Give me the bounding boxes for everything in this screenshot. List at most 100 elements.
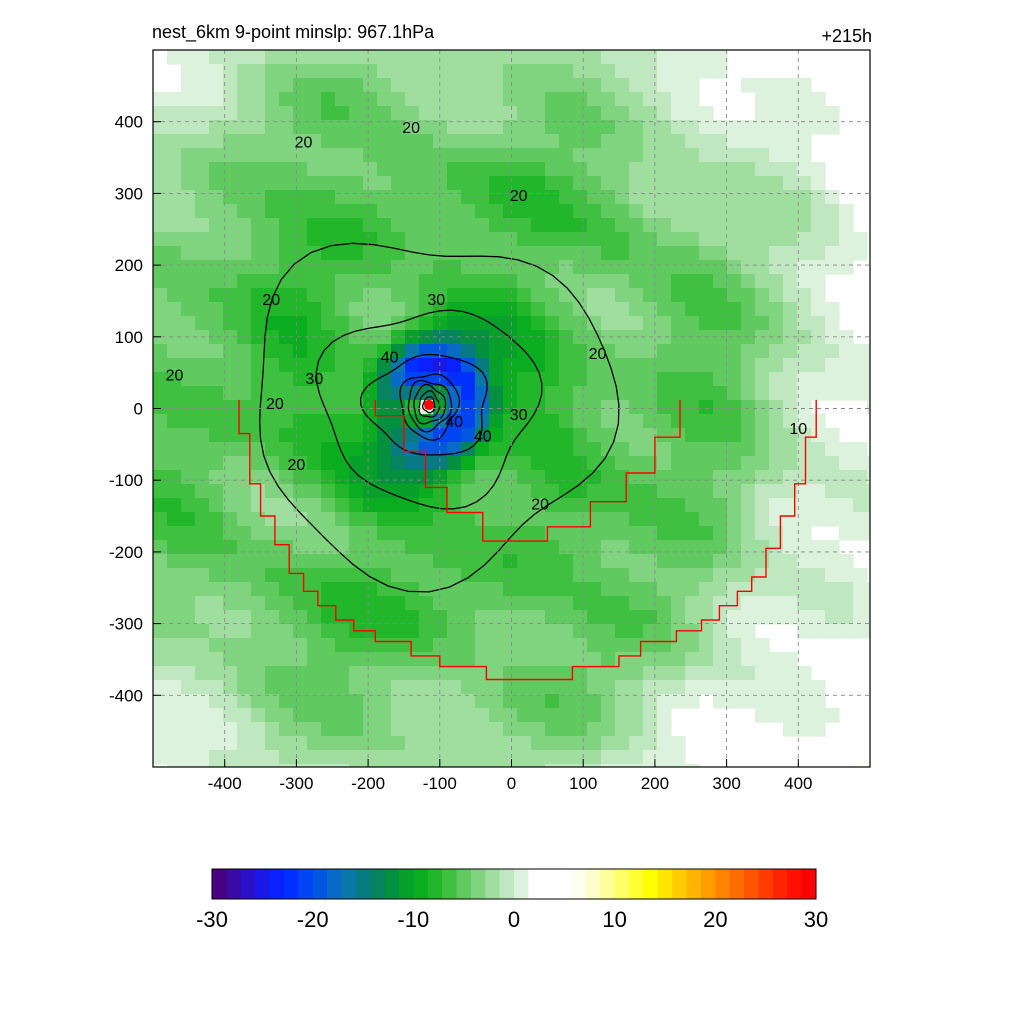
field-cell	[545, 498, 560, 513]
field-cell	[629, 708, 644, 723]
field-cell	[573, 540, 588, 555]
field-cell	[615, 722, 630, 737]
field-cell	[601, 274, 616, 289]
field-cell	[643, 680, 658, 695]
field-cell	[209, 554, 224, 569]
field-cell	[587, 386, 602, 401]
field-cell	[405, 736, 420, 751]
field-cell	[671, 414, 686, 429]
field-cell	[181, 736, 196, 751]
field-cell	[657, 176, 672, 191]
field-cell	[517, 456, 532, 471]
field-cell	[783, 414, 798, 429]
field-cell	[349, 260, 364, 275]
field-cell	[559, 288, 574, 303]
field-cell	[699, 204, 714, 219]
field-cell	[335, 148, 350, 163]
field-cell	[615, 330, 630, 345]
field-cell	[363, 302, 378, 317]
field-cell	[363, 204, 378, 219]
field-cell	[685, 638, 700, 653]
field-cell	[503, 526, 518, 541]
field-cell	[531, 456, 546, 471]
field-cell	[363, 666, 378, 681]
field-cell	[475, 470, 490, 485]
field-cell	[349, 344, 364, 359]
field-cell	[629, 302, 644, 317]
field-cell	[573, 694, 588, 709]
field-cell	[363, 106, 378, 121]
field-cell	[643, 106, 658, 121]
field-cell	[377, 708, 392, 723]
field-cell	[629, 92, 644, 107]
field-cell	[279, 680, 294, 695]
contour-line	[259, 242, 620, 593]
field-cell	[293, 176, 308, 191]
field-cell	[783, 344, 798, 359]
field-cell	[377, 148, 392, 163]
field-cell	[587, 694, 602, 709]
field-cell	[279, 694, 294, 709]
field-cell	[447, 204, 462, 219]
field-cell	[405, 638, 420, 653]
field-cell	[601, 540, 616, 555]
field-cell	[503, 456, 518, 471]
field-cell	[293, 148, 308, 163]
field-cell	[321, 288, 336, 303]
field-cell	[265, 722, 280, 737]
field-cell	[433, 162, 448, 177]
field-cell	[559, 190, 574, 205]
field-cell	[741, 666, 756, 681]
field-cell	[349, 302, 364, 317]
field-cell	[825, 498, 840, 513]
field-cell	[461, 610, 476, 625]
field-cell	[713, 330, 728, 345]
field-cell	[153, 638, 168, 653]
field-cell	[237, 232, 252, 247]
field-cell	[433, 302, 448, 317]
field-cell	[713, 288, 728, 303]
field-cell	[181, 666, 196, 681]
field-cell	[321, 484, 336, 499]
field-cell	[517, 120, 532, 135]
field-cell	[825, 568, 840, 583]
field-cell	[447, 736, 462, 751]
field-cell	[167, 50, 182, 65]
field-cell	[713, 498, 728, 513]
field-cell	[517, 680, 532, 695]
field-cell	[461, 554, 476, 569]
field-cell	[279, 288, 294, 303]
field-cell	[307, 302, 322, 317]
field-cell	[153, 484, 168, 499]
field-cell	[825, 106, 840, 121]
field-cell	[405, 344, 420, 359]
field-cell	[307, 456, 322, 471]
field-cell	[433, 246, 448, 261]
field-cell	[349, 92, 364, 107]
field-cell	[237, 428, 252, 443]
field-cell	[489, 316, 504, 331]
contour-label: 20	[288, 457, 306, 474]
field-cell	[237, 666, 252, 681]
field-cell	[293, 316, 308, 331]
field-cell	[279, 568, 294, 583]
field-cell	[433, 638, 448, 653]
field-cell	[629, 64, 644, 79]
field-cell	[475, 288, 490, 303]
field-cell	[419, 512, 434, 527]
field-cell	[671, 92, 686, 107]
field-cell	[167, 708, 182, 723]
y-tick-label: -200	[109, 543, 143, 562]
field-cell	[573, 288, 588, 303]
field-cell	[321, 652, 336, 667]
field-cell	[237, 498, 252, 513]
field-cell	[153, 442, 168, 457]
field-cell	[167, 414, 182, 429]
field-cell	[699, 400, 714, 415]
field-cell	[587, 582, 602, 597]
field-cell	[293, 484, 308, 499]
field-cell	[657, 736, 672, 751]
field-cell	[153, 582, 168, 597]
colorbar-tick-label: -30	[196, 907, 228, 932]
field-cell	[307, 260, 322, 275]
